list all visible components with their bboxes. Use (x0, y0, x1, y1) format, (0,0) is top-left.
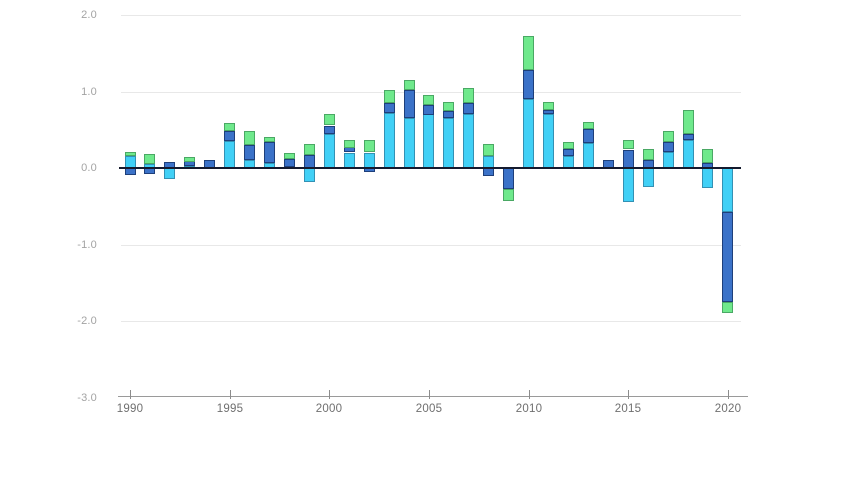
bar-segment-green (683, 110, 694, 134)
bar-segment-green (623, 140, 634, 149)
bar-segment-green (244, 131, 255, 145)
bar-segment-dark-blue (443, 111, 454, 118)
bar-segment-green (304, 144, 315, 155)
x-tick-label: 2000 (315, 403, 343, 415)
x-tick-mark (628, 390, 629, 399)
bar-segment-green (125, 152, 136, 156)
bar-segment-light-blue (344, 153, 355, 168)
x-tick-label: 1995 (216, 403, 244, 415)
x-tick-label: 1990 (116, 403, 144, 415)
bar-segment-dark-blue (284, 159, 295, 167)
grid-line (121, 15, 741, 16)
bar-segment-dark-blue (503, 168, 514, 189)
bar-segment-green (702, 149, 713, 163)
bar-segment-light-blue (224, 141, 235, 168)
x-tick-mark (329, 390, 330, 399)
bar-segment-light-blue (324, 134, 335, 168)
bar-segment-light-blue (663, 152, 674, 168)
x-tick-label: 2010 (515, 403, 543, 415)
x-tick-mark (230, 390, 231, 399)
bar-segment-green (144, 154, 155, 164)
y-tick-label: -1.0 (77, 239, 97, 251)
bar-segment-green (364, 140, 375, 152)
y-tick-label: 1.0 (81, 86, 97, 98)
bar-segment-light-blue (702, 168, 713, 188)
bar-segment-light-blue (384, 113, 395, 168)
bar-segment-dark-blue (583, 129, 594, 143)
bar-segment-light-blue (583, 143, 594, 168)
x-tick-mark (429, 390, 430, 399)
bar-segment-green (184, 157, 195, 162)
bar-segment-green (503, 189, 514, 201)
bar-segment-dark-blue (125, 168, 136, 175)
bar-segment-dark-blue (563, 149, 574, 156)
zero-line (119, 167, 741, 169)
bar-segment-green (663, 131, 674, 142)
bar-segment-dark-blue (404, 90, 415, 118)
bar-segment-dark-blue (683, 134, 694, 140)
bar-segment-green (583, 122, 594, 129)
bar-segment-light-blue (463, 114, 474, 168)
y-tick-label: -2.0 (77, 315, 97, 327)
bar-segment-green (384, 90, 395, 103)
x-axis-line (118, 396, 748, 397)
bar-segment-dark-blue (224, 131, 235, 141)
bar-segment-green (224, 123, 235, 131)
bar-segment-green (344, 140, 355, 148)
x-tick-mark (130, 390, 131, 399)
bar-segment-light-blue (164, 168, 175, 179)
bar-segment-dark-blue (384, 103, 395, 113)
grid-line (121, 245, 741, 246)
bar-segment-dark-blue (523, 70, 534, 99)
x-tick-label: 2005 (415, 403, 443, 415)
bar-segment-green (423, 95, 434, 105)
bar-segment-green (543, 102, 554, 110)
bar-segment-dark-blue (264, 142, 275, 163)
bar-segment-green (443, 102, 454, 111)
bar-segment-green (463, 88, 474, 103)
x-tick-mark (529, 390, 530, 399)
grid-line (121, 321, 741, 322)
bar-segment-green (563, 142, 574, 149)
y-tick-label: -3.0 (77, 392, 97, 404)
bar-segment-green (324, 114, 335, 125)
bar-segment-green (523, 36, 534, 70)
bar-segment-dark-blue (663, 142, 674, 152)
x-tick-mark (728, 390, 729, 399)
bar-segment-green (483, 144, 494, 156)
bar-segment-light-blue (404, 118, 415, 168)
bar-segment-light-blue (443, 118, 454, 168)
bar-segment-green (264, 137, 275, 142)
bar-segment-dark-blue (623, 150, 634, 168)
y-tick-label: 2.0 (81, 9, 97, 21)
bar-segment-light-blue (523, 99, 534, 168)
bar-segment-light-blue (722, 168, 733, 212)
bar-segment-light-blue (643, 168, 654, 187)
bar-segment-dark-blue (463, 103, 474, 114)
bar-segment-light-blue (423, 114, 434, 168)
bar-segment-light-blue (543, 114, 554, 168)
bar-segment-green (284, 153, 295, 159)
x-tick-label: 2015 (614, 403, 642, 415)
bar-segment-green (404, 80, 415, 90)
bar-segment-light-blue (304, 168, 315, 182)
bar-segment-light-blue (364, 153, 375, 168)
bar-segment-light-blue (623, 168, 634, 202)
y-tick-label: 0.0 (81, 162, 97, 174)
x-tick-label: 2020 (714, 403, 742, 415)
bar-segment-dark-blue (324, 126, 335, 134)
bar-segment-dark-blue (722, 212, 733, 302)
bar-segment-light-blue (683, 140, 694, 168)
grid-line (121, 92, 741, 93)
bar-segment-green (722, 302, 733, 313)
bar-segment-dark-blue (244, 145, 255, 160)
bar-segment-dark-blue (543, 110, 554, 114)
bar-segment-green (643, 149, 654, 160)
bar-segment-dark-blue (483, 168, 494, 176)
bar-segment-dark-blue (423, 105, 434, 115)
